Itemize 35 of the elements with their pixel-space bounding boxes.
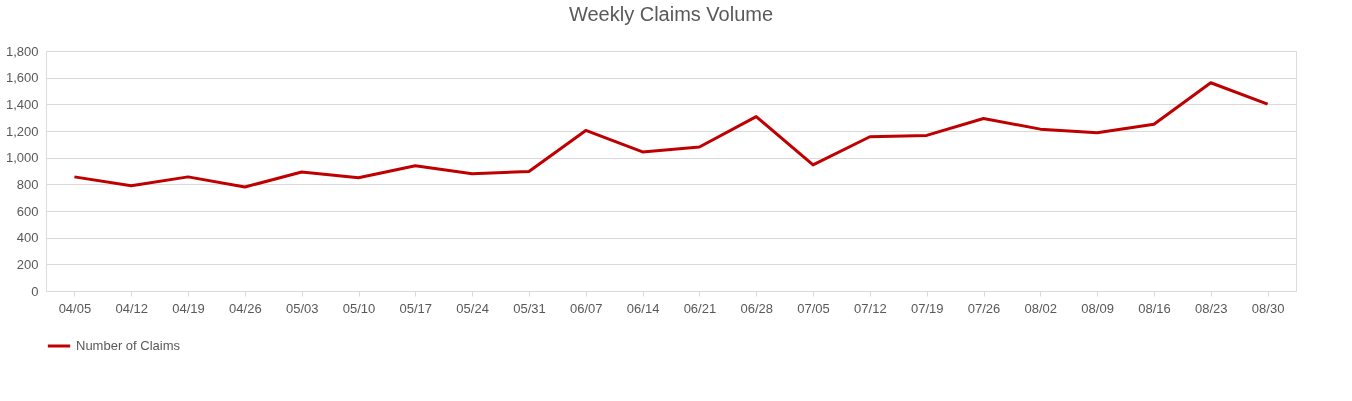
- x-tick-label: 07/19: [910, 300, 944, 316]
- x-tick-label: 07/05: [797, 300, 830, 316]
- x-tick-label: 05/17: [399, 300, 433, 316]
- x-tick-label: 06/07: [570, 300, 603, 316]
- x-tick-label: 08/30: [1251, 300, 1285, 316]
- x-tick-label: 04/05: [58, 300, 92, 316]
- x-tick-label: 04/26: [229, 300, 262, 316]
- x-tick-label: 05/24: [456, 300, 489, 316]
- x-tick-label: 06/28: [740, 300, 773, 316]
- y-tick-label: 800: [16, 176, 39, 192]
- legend-label: Number of Claims: [76, 338, 181, 353]
- line-series: [72, 81, 1270, 189]
- y-tick-label: 200: [16, 256, 39, 272]
- y-tick-label: 1,800: [5, 43, 39, 59]
- x-tick-label: 05/31: [513, 300, 546, 316]
- x-tick-label: 08/02: [1024, 300, 1058, 316]
- x-tick-label: 07/26: [967, 300, 1001, 316]
- x-tick-label: 04/12: [115, 300, 148, 316]
- x-tick-label: 05/03: [285, 300, 319, 316]
- y-tick-label: 1,200: [5, 123, 39, 139]
- x-tick-label: 08/09: [1081, 300, 1114, 316]
- x-tick-label: 04/19: [172, 300, 205, 316]
- x-tick-label: 06/14: [626, 300, 660, 316]
- y-tick-label: 1,600: [5, 70, 39, 86]
- y-tick-label: 0: [31, 283, 39, 299]
- x-tick-label: 08/23: [1195, 300, 1228, 316]
- x-tick-label: 05/10: [342, 300, 376, 316]
- y-tick-label: 400: [16, 230, 39, 246]
- y-tick-label: 1,400: [5, 96, 39, 112]
- chart-title: Weekly Claims Volume: [568, 3, 774, 25]
- x-tick-label: 07/12: [854, 300, 887, 316]
- x-tick-label: 06/21: [683, 300, 717, 316]
- x-tick-label: 08/16: [1138, 300, 1171, 316]
- y-tick-label: 600: [16, 203, 39, 219]
- y-tick-label: 1,000: [5, 150, 39, 166]
